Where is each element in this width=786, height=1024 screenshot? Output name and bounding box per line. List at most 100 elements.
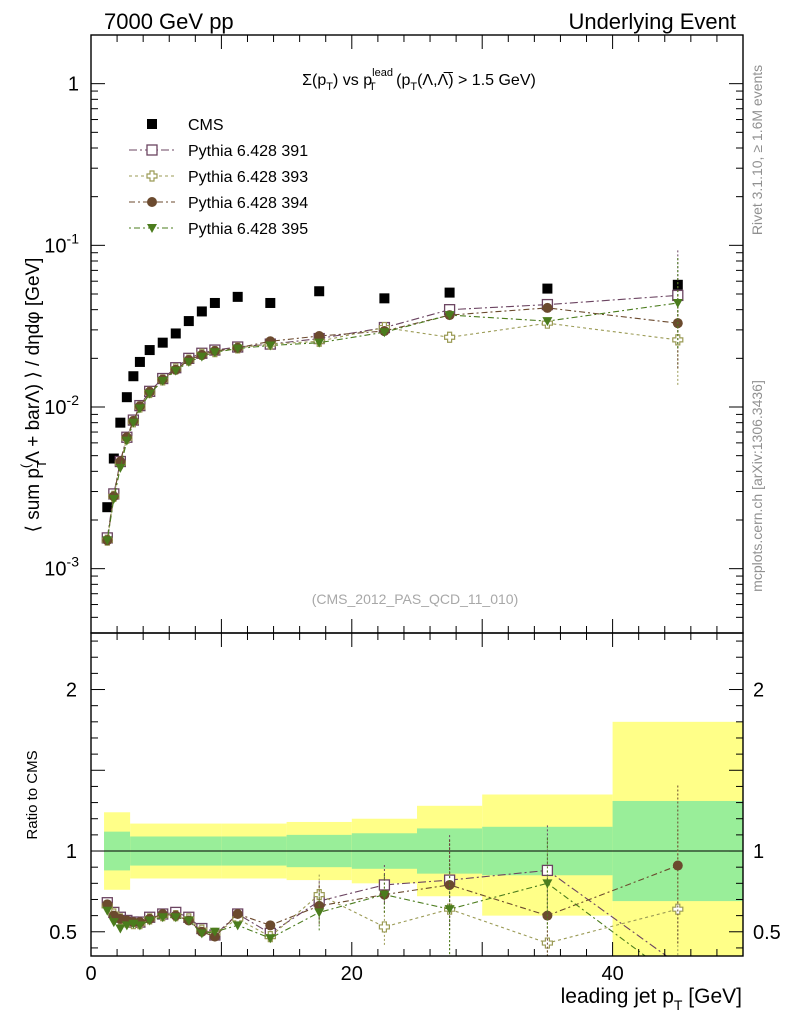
ratio-point [265, 934, 276, 944]
ratio-point [265, 920, 276, 931]
analysis-reference: (CMS_2012_PAS_QCD_11_010) [312, 591, 519, 607]
svg-text:Rivet 3.1.10, ≥ 1.6M events: Rivet 3.1.10, ≥ 1.6M events [749, 65, 765, 235]
x-axis-label: leading jet pT [GeV] [561, 985, 742, 1013]
y-tick-label: 10-2 [44, 392, 79, 419]
svg-text:mcplots.cern.ch [arXiv:1306.34: mcplots.cern.ch [arXiv:1306.3436] [749, 380, 765, 592]
ratio-point [444, 905, 455, 915]
upper-y-axis-label: ⟨ sum pT(Λ + barΛ) ⟩ / dηdφ [GeV] [18, 258, 49, 533]
legend-marker [147, 119, 157, 129]
data-point [672, 298, 683, 308]
svg-text:Ratio to CMS: Ratio to CMS [24, 750, 41, 839]
legend: CMS Pythia 6.428 391 Pythia 6.428 393 Pythi… [129, 117, 308, 238]
mcplots-source-label: mcplots.cern.ch [arXiv:1306.3436] [749, 380, 765, 592]
series-line [106, 307, 678, 541]
data-point [314, 286, 325, 297]
data-point [314, 330, 325, 341]
data-point [108, 494, 119, 504]
data-point [144, 345, 155, 356]
data-point [102, 536, 113, 546]
upper-axis-ticks: 10-3 10-2 10-1 1 [44, 34, 744, 634]
ratio-point [183, 916, 194, 926]
data-point [170, 366, 181, 376]
data-point [265, 297, 276, 308]
ratio-point [157, 913, 168, 923]
data-point [542, 302, 553, 313]
y-tick-label: 1 [68, 74, 79, 96]
ratio-plot-frame [90, 632, 744, 957]
ratio-y-tick-label-right: 1 [753, 841, 764, 863]
data-point [265, 341, 276, 351]
legend-label: Pythia 6.428 391 [188, 143, 308, 160]
data-point [134, 356, 145, 367]
ratio-point [232, 909, 243, 920]
data-point [121, 392, 132, 403]
data-point [115, 463, 126, 473]
series-Pythia-6428-393 [101, 294, 684, 546]
ratio-point [134, 921, 145, 931]
data-point [183, 357, 194, 367]
ratio-point [378, 921, 390, 933]
rivet-version-label: Rivet 3.1.10, ≥ 1.6M events [749, 65, 765, 235]
data-point [444, 287, 455, 298]
legend-label: Pythia 6.428 394 [188, 195, 308, 212]
data-point [115, 417, 126, 428]
data-point [196, 306, 207, 317]
data-point [672, 279, 683, 290]
ratio-point [672, 903, 684, 915]
data-point [196, 352, 207, 362]
data-point [444, 311, 455, 321]
data-point [102, 502, 113, 513]
ratio-data-series [101, 785, 684, 956]
ratio-point [314, 908, 325, 918]
data-point [542, 283, 553, 294]
data-point [314, 338, 325, 348]
x-tick-label: 40 [601, 963, 623, 985]
data-point [542, 317, 553, 327]
legend-label: Pythia 6.428 393 [188, 169, 308, 186]
legend-marker [146, 170, 158, 182]
data-point [128, 418, 139, 428]
x-tick-label: 20 [341, 963, 363, 985]
ratio-point [108, 918, 119, 928]
ratio-point [115, 924, 126, 934]
data-point [209, 348, 220, 358]
ratio-point [542, 879, 553, 889]
ratio-y-axis-label: Ratio to CMS [24, 750, 41, 839]
data-point [128, 371, 139, 382]
y-tick-label: 10-1 [44, 230, 79, 257]
energy-label: 7000 GeV pp [104, 9, 234, 34]
chart-title: Σ(pT) vs plead T (pT(Λ,Λ̅) > 1.5 GeV) [302, 67, 536, 93]
data-point [170, 328, 181, 339]
data-point [444, 331, 456, 343]
ratio-point [232, 921, 243, 931]
data-point [134, 404, 145, 414]
upper-data-series [101, 250, 684, 546]
ratio-y-tick-label-right: 0.5 [753, 922, 781, 944]
series-line [106, 294, 678, 538]
ratio-point [379, 890, 390, 900]
ratio-point [209, 927, 220, 937]
ratio-y-tick-label-left: 0.5 [49, 922, 77, 944]
ratio-y-tick-label-left: 1 [66, 841, 77, 863]
data-point [144, 389, 155, 399]
ratio-y-tick-label-left: 2 [66, 680, 77, 702]
data-point [157, 337, 168, 348]
legend-marker [146, 144, 158, 156]
series-line [106, 302, 678, 541]
x-tick-label: 0 [85, 963, 96, 985]
y-tick-label: 10-3 [44, 554, 79, 581]
data-point [108, 453, 119, 464]
ratio-point [144, 916, 155, 926]
series-Pythia-6428-395 [102, 257, 683, 546]
data-point [232, 344, 243, 354]
ratio-y-tick-label-right: 2 [753, 680, 764, 702]
ratio-point [672, 860, 683, 871]
legend-label: Pythia 6.428 395 [188, 221, 308, 238]
data-point [232, 291, 243, 302]
data-point [379, 293, 390, 304]
data-point [183, 316, 194, 327]
data-point [209, 297, 220, 308]
ratio-axis-ticks: 0.5 0.51 12 20 20 40 [49, 633, 781, 985]
series-Pythia-6428-391 [101, 250, 684, 544]
